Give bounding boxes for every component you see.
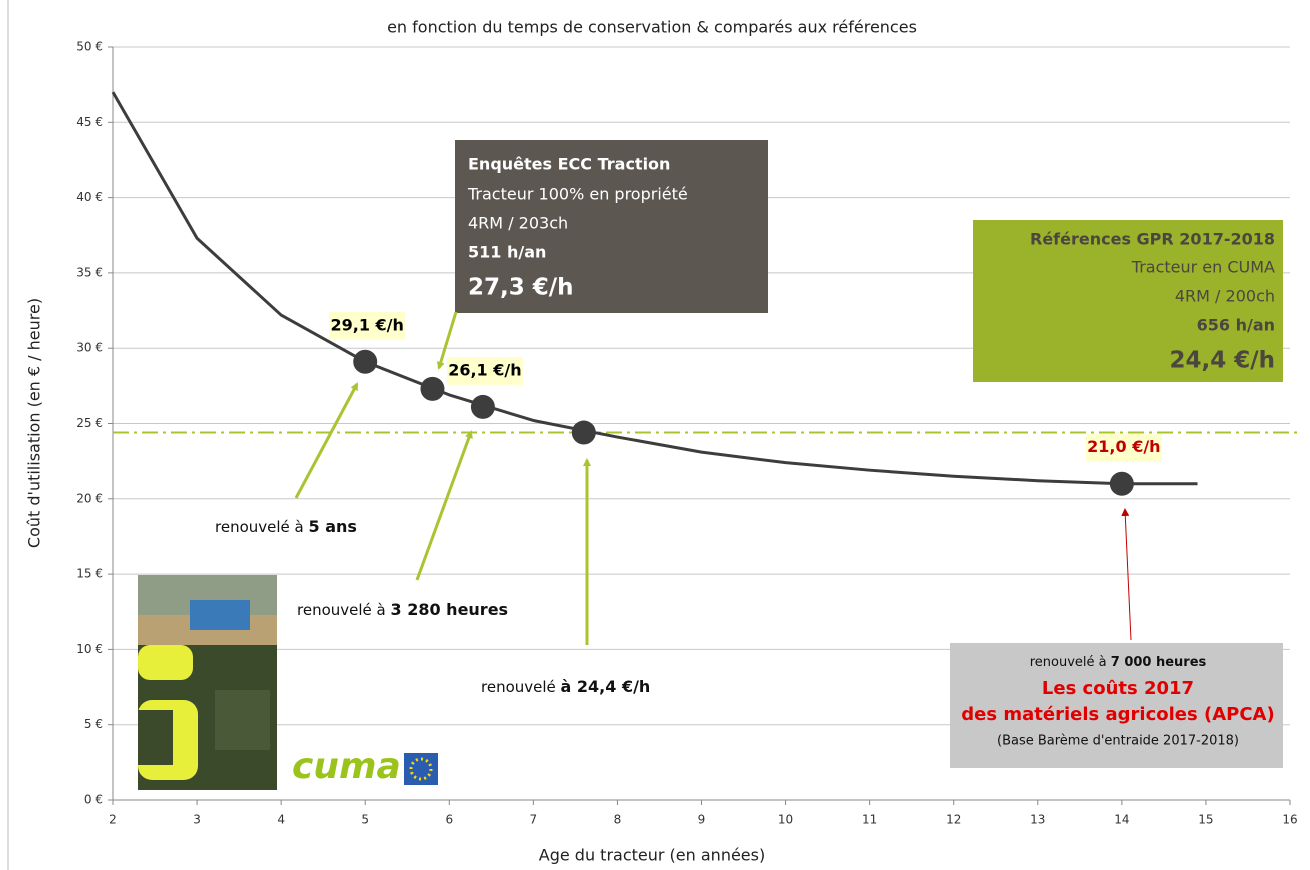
apca-note: (Base Barème d'entraide 2017-2018) bbox=[997, 734, 1239, 749]
x-axis-label: Age du tracteur (en années) bbox=[539, 846, 765, 865]
value-label: 26,1 €/h bbox=[448, 360, 521, 379]
x-tick-label: 6 bbox=[445, 813, 453, 827]
x-tick-label: 7 bbox=[530, 813, 538, 827]
renewal-label: renouvelé à 3 280 heures bbox=[297, 600, 508, 619]
apca-prefix: renouvelé à bbox=[1030, 655, 1111, 670]
book-cover bbox=[138, 575, 277, 790]
renewal-prefix: renouvelé à bbox=[297, 601, 391, 619]
x-tick-label: 5 bbox=[361, 813, 369, 827]
point bbox=[471, 395, 495, 419]
y-tick-label: 0 € bbox=[84, 793, 103, 807]
point bbox=[572, 421, 596, 445]
chart: en fonction du temps de conservation & c… bbox=[0, 0, 1310, 870]
arrow bbox=[417, 432, 471, 580]
apca-hours: 7 000 heures bbox=[1111, 655, 1207, 670]
y-tick-label: 45 € bbox=[76, 115, 103, 129]
gpr-title: Références GPR 2017-2018 bbox=[1030, 230, 1275, 249]
arrow bbox=[296, 384, 357, 498]
y-tick-label: 10 € bbox=[76, 642, 103, 656]
arrow bbox=[1125, 510, 1131, 640]
renewal-emphasis: 3 280 heures bbox=[391, 600, 509, 619]
value-label: 21,0 €/h bbox=[1087, 437, 1160, 456]
apca-title: Les coûts 2017 bbox=[1042, 678, 1194, 699]
ecc-line: Tracteur 100% en propriété bbox=[467, 185, 688, 204]
renewal-label: renouvelé à 24,4 €/h bbox=[481, 677, 650, 696]
x-tick-label: 13 bbox=[1030, 813, 1045, 827]
x-tick-label: 9 bbox=[698, 813, 706, 827]
y-tick-label: 40 € bbox=[76, 190, 103, 204]
y-axis-label: Coût d'utilisation (en € / heure) bbox=[25, 298, 44, 548]
x-tick-label: 16 bbox=[1282, 813, 1297, 827]
renewal-emphasis: à 24,4 €/h bbox=[561, 677, 651, 696]
apca-renewal: renouvelé à 7 000 heures bbox=[1030, 655, 1207, 670]
ecc-hours: 511 h/an bbox=[468, 243, 546, 262]
renewal-prefix: renouvelé à bbox=[215, 518, 309, 536]
y-tick-label: 50 € bbox=[76, 40, 103, 54]
renewal-emphasis: 5 ans bbox=[309, 517, 357, 536]
point bbox=[353, 350, 377, 374]
value-label: 29,1 €/h bbox=[331, 315, 404, 334]
ecc-line: 4RM / 203ch bbox=[468, 214, 568, 233]
x-tick-label: 15 bbox=[1198, 813, 1213, 827]
gpr-line: Tracteur en CUMA bbox=[1131, 258, 1275, 277]
x-tick-label: 2 bbox=[109, 813, 117, 827]
ecc-cost: 27,3 €/h bbox=[468, 275, 574, 301]
x-tick-label: 8 bbox=[614, 813, 622, 827]
y-tick-label: 15 € bbox=[76, 567, 103, 581]
x-tick-label: 11 bbox=[862, 813, 877, 827]
x-tick-label: 12 bbox=[946, 813, 961, 827]
x-tick-label: 3 bbox=[193, 813, 201, 827]
y-tick-label: 25 € bbox=[76, 416, 103, 430]
ecc-title: Enquêtes ECC Traction bbox=[468, 155, 670, 174]
y-tick-label: 5 € bbox=[84, 717, 103, 731]
x-tick-label: 10 bbox=[778, 813, 793, 827]
gpr-line: 4RM / 200ch bbox=[1175, 287, 1275, 306]
gpr-cost: 24,4 €/h bbox=[1169, 348, 1275, 374]
x-tick-label: 14 bbox=[1114, 813, 1129, 827]
point bbox=[420, 377, 444, 401]
x-tick-label: 4 bbox=[277, 813, 285, 827]
y-tick-label: 20 € bbox=[76, 491, 103, 505]
logo: cuma bbox=[292, 746, 401, 787]
chart-title: en fonction du temps de conservation & c… bbox=[387, 18, 917, 37]
point bbox=[1110, 472, 1134, 496]
y-tick-label: 35 € bbox=[76, 265, 103, 279]
renewal-label: renouvelé à 5 ans bbox=[215, 517, 357, 536]
renewal-prefix: renouvelé bbox=[481, 678, 561, 696]
gpr-hours: 656 h/an bbox=[1197, 316, 1275, 335]
apca-title: des matériels agricoles (APCA) bbox=[961, 704, 1274, 725]
y-tick-label: 30 € bbox=[76, 341, 103, 355]
